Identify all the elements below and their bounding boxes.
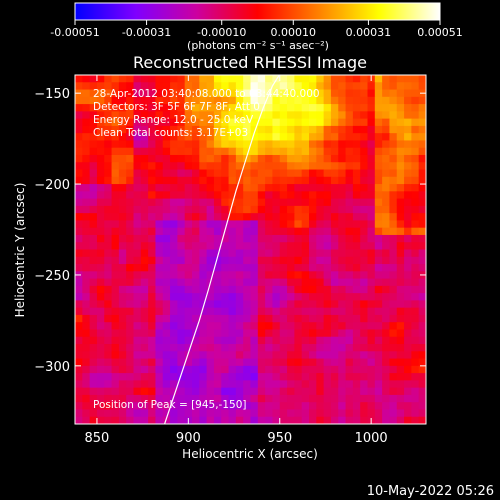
y-axis: −150 −200 −250 −300: [34, 87, 426, 375]
y-tick-label: −300: [34, 360, 70, 375]
x-axis-label: Heliocentric X (arcsec): [182, 447, 318, 461]
x-tick-label: 950: [267, 431, 292, 446]
colorbar-units-label: (photons cm⁻² s⁻¹ asec⁻²): [187, 39, 329, 52]
colorbar-gradient: [74, 2, 441, 21]
colorbar-tick-label: 0.00010: [271, 26, 317, 39]
colorbar-tick-label: 0.00031: [346, 26, 392, 39]
heatmap-image: [75, 75, 426, 424]
y-axis-label: Heliocentric Y (arcsec): [13, 183, 27, 318]
y-tick-label: −200: [34, 178, 70, 193]
y-tick-label: −150: [34, 87, 70, 102]
x-tick-label: 850: [85, 431, 110, 446]
x-tick-label: 900: [176, 431, 201, 446]
solar-limb-curve: [164, 75, 281, 424]
colorbar-ticks: -0.00051 -0.00031 -0.00010 0.00010 0.00031 0.…: [50, 20, 463, 39]
chart-title: Reconstructed RHESSI Image: [133, 53, 367, 72]
annotation-method: Clean Total counts: 3.17E+03: [93, 127, 248, 139]
annotation-peak-position: Position of Peak = [945,-150]: [93, 399, 247, 411]
colorbar-tick-label: -0.00010: [197, 26, 246, 39]
annotation-detectors: Detectors: 3F 5F 6F 7F 8F, Att 0: [93, 101, 260, 113]
y-tick-label: −250: [34, 269, 70, 284]
x-tick-label: 1000: [355, 431, 388, 446]
annotations: 28-Apr-2012 03:40:08.000 to 03:44:40.000…: [93, 88, 320, 411]
colorbar: -0.00051 -0.00031 -0.00010 0.00010 0.00031 0.…: [50, 2, 463, 52]
colorbar-tick-label: -0.00031: [122, 26, 171, 39]
annotation-energy-range: Energy Range: 12.0 - 25.0 keV: [93, 114, 254, 126]
x-axis: 850 900 950 1000: [85, 75, 388, 446]
footer-timestamp: 10-May-2022 05:26: [367, 484, 494, 499]
annotation-time-range: 28-Apr-2012 03:40:08.000 to 03:44:40.000: [93, 88, 320, 100]
colorbar-tick-label: -0.00051: [50, 26, 99, 39]
plot-frame: [74, 74, 427, 425]
colorbar-tick-label: 0.00051: [417, 26, 463, 39]
